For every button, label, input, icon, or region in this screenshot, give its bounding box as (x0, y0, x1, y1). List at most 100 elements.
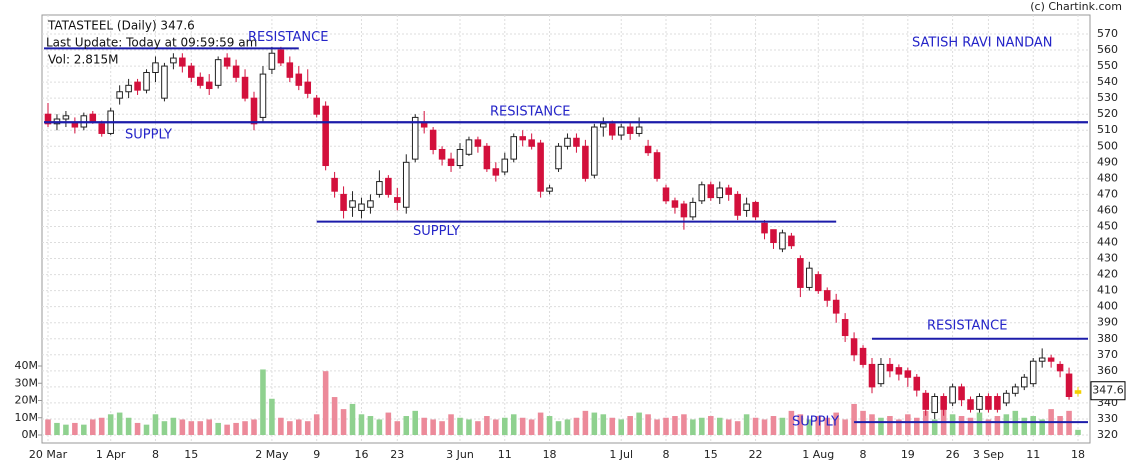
candle-body (940, 396, 947, 410)
volume-bar (1075, 429, 1081, 435)
volume-bar (1057, 416, 1063, 435)
candle-body (1003, 392, 1010, 404)
candle-body (644, 145, 652, 154)
candle-body (501, 158, 509, 173)
volume-bar (699, 417, 705, 435)
candle-body (868, 363, 876, 388)
y-tick-label: 360 (1097, 364, 1118, 377)
candle-body (600, 123, 607, 128)
annotation-label: RESISTANCE (927, 318, 1007, 333)
candle-body (62, 115, 70, 120)
volume-bar (555, 421, 562, 435)
volume-bar (510, 414, 517, 435)
y-tick-label: 550 (1097, 59, 1118, 72)
volume-bar (1030, 416, 1036, 435)
candle-body (761, 222, 768, 234)
candle-body (788, 235, 795, 247)
volume-bar (358, 414, 365, 435)
y-tick-label: 560 (1097, 43, 1118, 56)
volume-bar (251, 419, 257, 435)
volume-bar (98, 417, 105, 435)
volume-bar (806, 419, 813, 435)
chart-title: TATASTEEL (Daily) 347.6 (47, 19, 195, 33)
volume-bar (600, 414, 607, 435)
candle-body (429, 129, 437, 150)
y-tick-label: 480 (1097, 171, 1118, 184)
volume-bar (72, 422, 78, 435)
candle-body (89, 113, 97, 123)
volume-bar (367, 416, 374, 435)
x-tick-label: 11 (1026, 448, 1040, 461)
volume-bar (609, 417, 616, 435)
candle-body (671, 200, 679, 208)
x-tick-label: 8 (663, 448, 670, 461)
volume-bar (90, 419, 96, 435)
volume-bar (654, 419, 660, 435)
y-tick-label: 440 (1097, 236, 1118, 249)
volume-bar (887, 416, 893, 435)
candle-body (232, 65, 240, 78)
volume-bar (546, 416, 553, 435)
y-tick-label: 430 (1097, 252, 1118, 265)
volume-bar (269, 398, 275, 435)
y-tick-label: 420 (1097, 268, 1118, 281)
y-tick-label: 400 (1097, 300, 1118, 313)
volume-bar (412, 410, 418, 435)
volume-bar (188, 421, 195, 435)
candle-body (680, 203, 688, 218)
volume-bar (734, 421, 741, 435)
volume-bar (663, 417, 669, 435)
y-tick-label: 540 (1097, 75, 1118, 88)
candle-body (635, 126, 643, 134)
candle-body (617, 126, 625, 136)
volume-bar (797, 414, 804, 435)
volume-bar (1003, 414, 1010, 435)
volume-bar (260, 369, 266, 435)
volume-bar (690, 419, 696, 435)
y-tick-label: 380 (1097, 332, 1118, 345)
volume-bar (484, 416, 490, 435)
volume-bar (627, 416, 633, 435)
candle-body (608, 123, 616, 136)
volume-bar (896, 419, 902, 435)
candle-body (447, 158, 455, 167)
volume-bar (725, 419, 732, 435)
candle-body (394, 197, 401, 203)
volume-bar (994, 416, 1001, 435)
volume-bar (519, 417, 526, 435)
y-tick-label: 330 (1097, 412, 1118, 425)
volume-bar (107, 414, 114, 435)
candle-body (922, 392, 930, 410)
candle-body (582, 145, 589, 179)
x-tick-label: 18 (543, 448, 557, 461)
volume-bar (340, 409, 347, 435)
volume-bar (708, 416, 714, 435)
candle-body (304, 81, 312, 94)
candle-body (573, 137, 580, 147)
candle-body (331, 177, 338, 192)
x-tick-label: 1 Jul (609, 448, 633, 461)
volume-bar (958, 416, 965, 435)
volume-bar (502, 417, 508, 435)
volume-bar (851, 403, 857, 435)
volume-bar (537, 412, 544, 435)
candle-body (725, 187, 732, 195)
y-tick-label: 460 (1097, 203, 1118, 216)
candle-body (859, 347, 867, 365)
candle-body (125, 84, 132, 93)
last-price-box (1090, 381, 1126, 401)
volume-bar (591, 412, 598, 435)
volume-bar (985, 419, 992, 435)
candle-body (841, 319, 849, 337)
candle-body (223, 57, 231, 67)
candle-body (474, 139, 482, 147)
candle-body (438, 148, 446, 160)
candle-body (196, 76, 204, 86)
volume-bar (914, 417, 920, 435)
candle-body (528, 139, 535, 147)
x-tick-label: 15 (704, 448, 718, 461)
y-tick-label: 500 (1097, 139, 1118, 152)
candle-body (546, 187, 553, 192)
candle-body (1074, 390, 1082, 394)
volume-bar (439, 421, 445, 435)
